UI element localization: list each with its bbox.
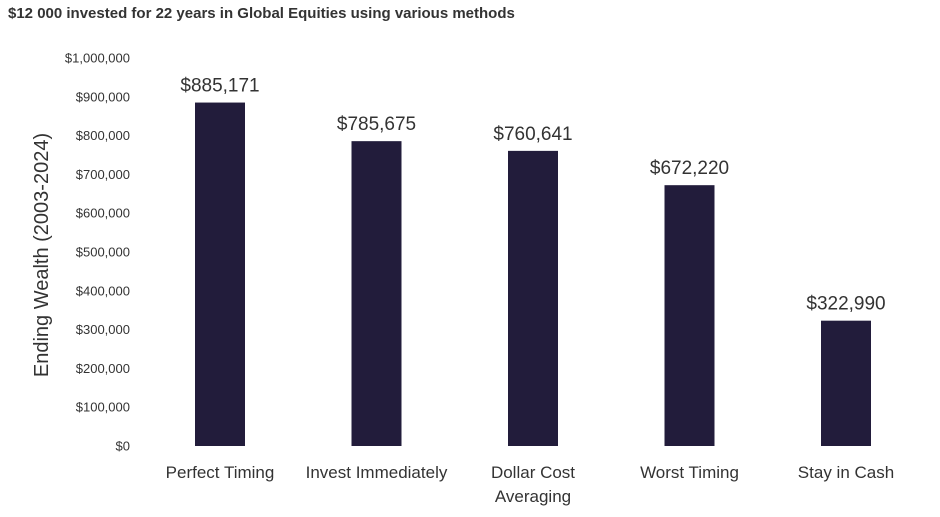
y-tick-label: $700,000	[76, 167, 130, 182]
y-tick-label: $300,000	[76, 322, 130, 337]
bar-value-label: $785,675	[337, 114, 416, 135]
y-axis-ticks: $0 $100,000 $200,000 $300,000 $400,000 $500,0…	[65, 51, 130, 454]
y-tick-label: $1,000,000	[65, 51, 130, 66]
y-axis-title: Ending Wealth (2003-2024)	[31, 133, 53, 377]
x-category-label: Invest Immediately	[306, 463, 448, 482]
y-tick-label: $100,000	[76, 400, 130, 415]
bar-value-label: $760,641	[493, 124, 572, 145]
chart-title: $12 000 invested for 22 years in Global …	[8, 5, 515, 22]
y-tick-label: $500,000	[76, 245, 130, 260]
x-category-label: Worst Timing	[640, 463, 739, 482]
y-tick-label: $600,000	[76, 206, 130, 221]
x-axis-category-labels: Perfect Timing Invest Immediately Dollar C…	[166, 463, 895, 506]
bar-value-label: $885,171	[180, 76, 259, 97]
data-labels: $885,171 $785,675 $760,641 $672,220 $322,990	[180, 76, 885, 315]
bar	[664, 185, 715, 446]
bars	[195, 102, 871, 447]
bar	[195, 102, 245, 446]
bar-value-label: $322,990	[806, 294, 885, 315]
bar	[351, 141, 402, 447]
y-tick-label: $900,000	[76, 89, 130, 104]
x-category-label: Stay in Cash	[798, 463, 894, 482]
x-category-label: Dollar Cost	[491, 463, 575, 482]
x-category-label: Averaging	[495, 487, 571, 506]
bar	[821, 320, 871, 446]
y-tick-label: $0	[116, 439, 130, 454]
y-tick-label: $200,000	[76, 361, 130, 376]
bar-value-label: $672,220	[650, 158, 729, 179]
y-tick-label: $400,000	[76, 283, 130, 298]
y-tick-label: $800,000	[76, 128, 130, 143]
x-category-label: Perfect Timing	[166, 463, 275, 482]
bar	[508, 150, 558, 447]
